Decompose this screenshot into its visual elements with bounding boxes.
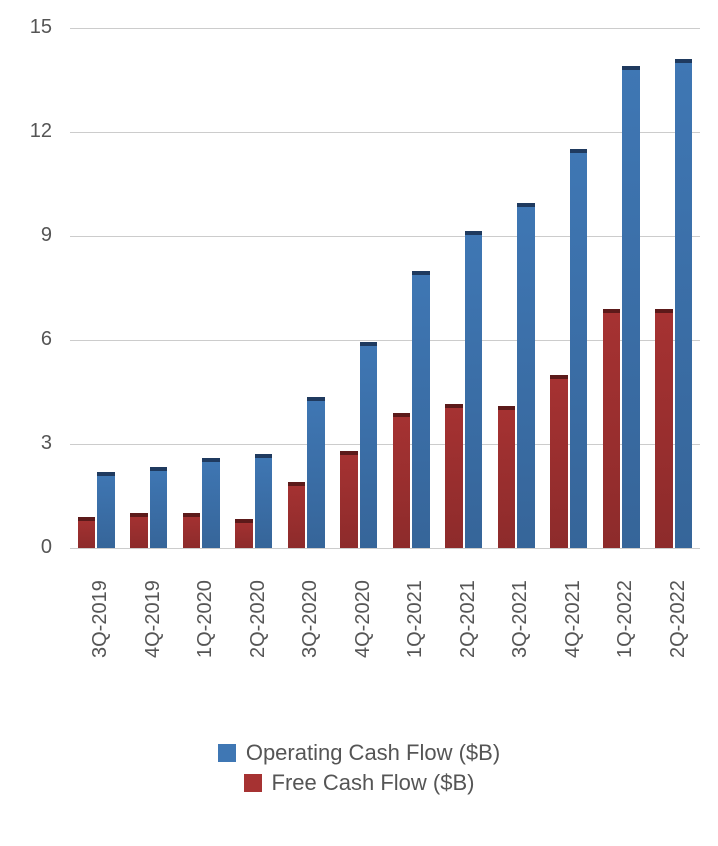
bar xyxy=(288,482,305,548)
bar-cap xyxy=(498,406,515,410)
y-tick-label: 0 xyxy=(0,536,52,559)
bar xyxy=(622,66,639,548)
bar-cap xyxy=(675,59,692,63)
bar-cap xyxy=(360,342,377,346)
gridline xyxy=(70,28,700,29)
x-tick-label: 3Q-2021 xyxy=(509,580,532,658)
bar-cap xyxy=(78,517,95,521)
bar xyxy=(570,149,587,548)
bar-cap xyxy=(288,482,305,486)
y-tick-label: 9 xyxy=(0,224,52,247)
bar-cap xyxy=(622,66,639,70)
bar xyxy=(550,375,567,548)
bar-cap xyxy=(202,458,219,462)
bar xyxy=(307,397,324,548)
bar xyxy=(360,342,377,548)
bar-cap xyxy=(183,513,200,517)
bar-cap xyxy=(130,513,147,517)
bar xyxy=(97,472,114,548)
gridline xyxy=(70,548,700,549)
gridline xyxy=(70,236,700,237)
y-tick-label: 12 xyxy=(0,120,52,143)
bar xyxy=(675,59,692,548)
bar-cap xyxy=(393,413,410,417)
bar xyxy=(202,458,219,548)
legend-item: Operating Cash Flow ($B) xyxy=(218,740,500,766)
bar xyxy=(255,454,272,548)
bar-cap xyxy=(340,451,357,455)
bar xyxy=(235,519,252,548)
bar xyxy=(183,513,200,548)
bar-cap xyxy=(517,203,534,207)
legend-label: Operating Cash Flow ($B) xyxy=(246,740,500,766)
bar xyxy=(517,203,534,548)
bar xyxy=(412,271,429,548)
x-tick-label: 3Q-2019 xyxy=(89,580,112,658)
x-tick-label: 4Q-2021 xyxy=(562,580,585,658)
bar-cap xyxy=(235,519,252,523)
bar xyxy=(655,309,672,548)
legend-label: Free Cash Flow ($B) xyxy=(272,770,475,796)
bar xyxy=(78,517,95,548)
gridline xyxy=(70,132,700,133)
bar-cap xyxy=(655,309,672,313)
bar-cap xyxy=(97,472,114,476)
x-tick-label: 4Q-2019 xyxy=(142,580,165,658)
y-tick-label: 3 xyxy=(0,432,52,455)
cash-flow-chart: 0 3 6 9 12 15 3Q-2019 4Q-2019 1Q-2020 2Q-2020 3Q-… xyxy=(0,0,718,846)
bar-cap xyxy=(445,404,462,408)
plot-area xyxy=(70,28,700,548)
x-tick-label: 1Q-2022 xyxy=(614,580,637,658)
bar-cap xyxy=(412,271,429,275)
x-tick-label: 1Q-2021 xyxy=(404,580,427,658)
bar xyxy=(150,467,167,548)
bar-cap xyxy=(150,467,167,471)
legend-swatch xyxy=(244,774,262,792)
x-tick-label: 1Q-2020 xyxy=(194,580,217,658)
bar xyxy=(130,513,147,548)
chart-legend: Operating Cash Flow ($B) Free Cash Flow (… xyxy=(0,740,718,796)
legend-item: Free Cash Flow ($B) xyxy=(244,770,475,796)
bar xyxy=(603,309,620,548)
x-tick-label: 2Q-2020 xyxy=(247,580,270,658)
y-tick-label: 15 xyxy=(0,16,52,39)
bar-cap xyxy=(570,149,587,153)
bar xyxy=(393,413,410,548)
x-tick-label: 2Q-2022 xyxy=(667,580,690,658)
x-tick-label: 4Q-2020 xyxy=(352,580,375,658)
bar xyxy=(465,231,482,548)
legend-swatch xyxy=(218,744,236,762)
bar-cap xyxy=(255,454,272,458)
y-tick-label: 6 xyxy=(0,328,52,351)
bar-cap xyxy=(603,309,620,313)
bar xyxy=(498,406,515,548)
x-tick-label: 3Q-2020 xyxy=(299,580,322,658)
x-tick-label: 2Q-2021 xyxy=(457,580,480,658)
bar xyxy=(445,404,462,548)
bar xyxy=(340,451,357,548)
bar-cap xyxy=(465,231,482,235)
bar-cap xyxy=(550,375,567,379)
bar-cap xyxy=(307,397,324,401)
